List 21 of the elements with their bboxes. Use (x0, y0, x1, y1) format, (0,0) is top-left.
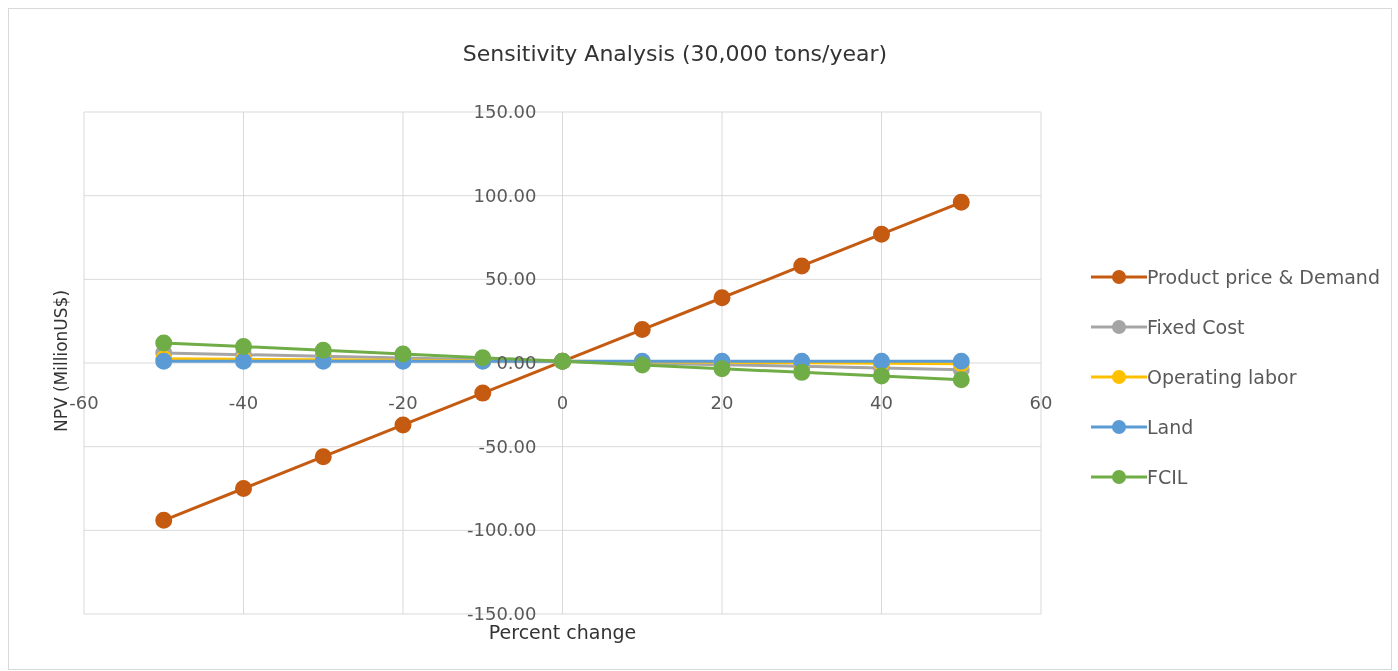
x-tick-label: -60 (69, 392, 99, 413)
x-tick-label: 0 (556, 392, 569, 413)
y-tick-label: 150.00 (473, 101, 537, 122)
x-tick-label: 40 (870, 392, 893, 413)
y-tick-label: -100.00 (467, 519, 537, 541)
x-axis-title: Percent change (487, 621, 638, 643)
y-tick-label: -50.00 (478, 435, 537, 457)
x-tick-label: -20 (388, 392, 418, 413)
y-tick-label: 50.00 (484, 268, 537, 290)
legend-label: Land (1147, 416, 1194, 438)
x-tick-label: 60 (1029, 392, 1053, 413)
legend-label: Product price & Demand (1147, 266, 1380, 288)
x-tick-label: 20 (710, 392, 734, 413)
y-tick-label: 100.00 (473, 184, 537, 206)
y-tick-label: -150.00 (467, 603, 537, 624)
legend-label: FCIL (1147, 466, 1188, 488)
legend-label: Fixed Cost (1147, 316, 1245, 338)
x-tick-label: -40 (228, 392, 259, 413)
legend-label: Operating labor (1147, 366, 1297, 388)
chart-title: Sensitivity Analysis (30,000 tons/year) (461, 41, 889, 66)
y-axis-title: NPV (MillionUS$) (51, 288, 71, 435)
